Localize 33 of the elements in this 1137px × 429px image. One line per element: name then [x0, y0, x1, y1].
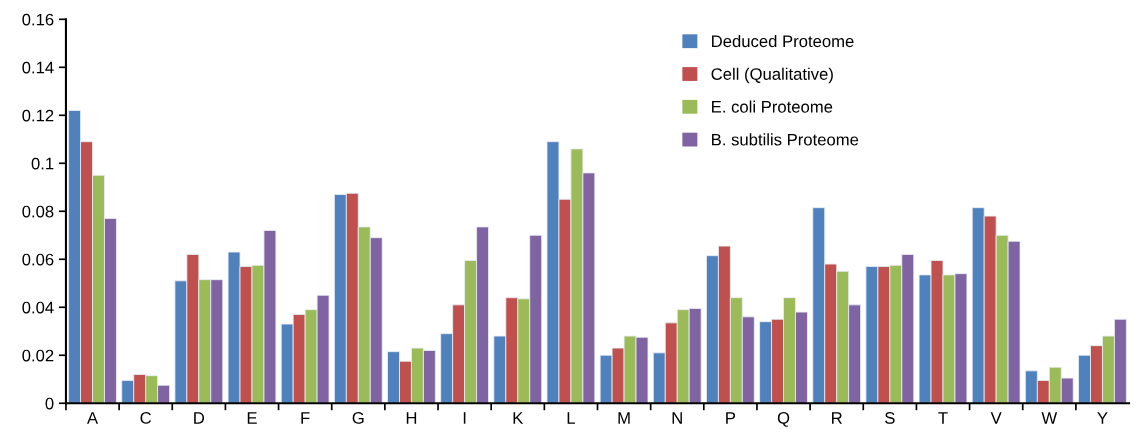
x-tick-label: A	[87, 412, 99, 424]
x-tick-label: Y	[1097, 412, 1108, 424]
x-tick-label: V	[990, 412, 1002, 424]
y-tick-label: 0.12	[22, 109, 54, 122]
x-tick-label: P	[726, 412, 736, 424]
x-tick-label: F	[301, 412, 310, 424]
x-tick-label: C	[140, 412, 152, 424]
legend-label: Cell (Qualitative)	[711, 67, 833, 84]
y-tick-label: 0.08	[22, 205, 54, 218]
y-tick-label: 0	[45, 397, 54, 410]
y-tick-label: 0.14	[22, 61, 54, 74]
y-tick-label: 0.04	[22, 301, 54, 314]
x-tick-label: Q	[777, 412, 790, 427]
y-tick-label: 0.16	[22, 13, 54, 26]
x-tick-label: L	[567, 412, 575, 424]
x-tick-label: W	[1041, 412, 1058, 424]
y-tick-label: 0.02	[22, 349, 54, 362]
legend-label: B. subtilis Proteome	[712, 133, 859, 146]
x-tick-label: G	[352, 412, 364, 424]
legend-label: E. coli Proteome	[712, 100, 833, 113]
x-tick-label: I	[463, 412, 466, 424]
x-tick-label: H	[406, 412, 417, 424]
x-tick-label: S	[885, 412, 895, 424]
y-tick-label: 0.1	[31, 157, 54, 170]
x-tick-label: D	[194, 412, 205, 424]
x-tick-label: T	[938, 412, 948, 424]
x-tick-label: M	[618, 412, 630, 424]
legend-label: Deduced Proteome	[712, 34, 854, 48]
x-tick-label: N	[672, 412, 682, 424]
x-tick-label: K	[513, 412, 524, 424]
x-tick-label: E	[247, 412, 257, 424]
x-tick-label: R	[832, 412, 842, 424]
y-tick-label: 0.06	[22, 253, 54, 266]
